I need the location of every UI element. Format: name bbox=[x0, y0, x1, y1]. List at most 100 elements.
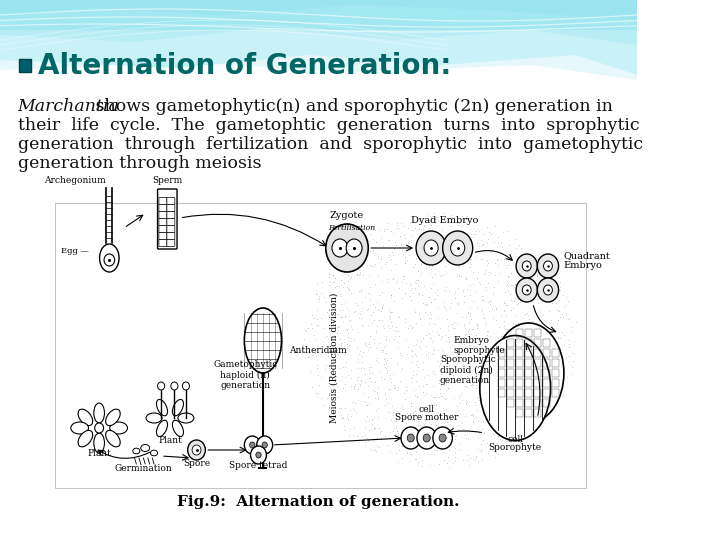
Point bbox=[351, 269, 362, 278]
Point bbox=[412, 280, 423, 289]
Point bbox=[417, 291, 428, 300]
Point bbox=[476, 455, 487, 463]
Point bbox=[510, 244, 522, 253]
Point bbox=[513, 253, 525, 261]
Point bbox=[528, 401, 539, 409]
Point bbox=[415, 272, 426, 281]
Point bbox=[522, 429, 534, 438]
Point bbox=[428, 335, 439, 344]
Point bbox=[537, 368, 549, 377]
Point bbox=[385, 291, 397, 299]
Point bbox=[557, 393, 568, 401]
Point bbox=[482, 259, 494, 267]
Point bbox=[405, 241, 417, 250]
Point bbox=[364, 344, 375, 353]
Point bbox=[464, 255, 476, 264]
FancyBboxPatch shape bbox=[55, 203, 586, 488]
Circle shape bbox=[423, 434, 431, 442]
Point bbox=[423, 232, 434, 240]
Point bbox=[342, 282, 354, 291]
Point bbox=[506, 350, 518, 359]
Point bbox=[444, 364, 456, 373]
Point bbox=[423, 215, 435, 224]
Point bbox=[525, 320, 536, 328]
Point bbox=[480, 238, 491, 246]
Point bbox=[379, 260, 391, 269]
Point bbox=[336, 376, 347, 384]
Point bbox=[521, 386, 533, 395]
Point bbox=[530, 321, 541, 329]
Point bbox=[557, 291, 569, 300]
Point bbox=[451, 318, 463, 327]
Point bbox=[444, 242, 455, 251]
Point bbox=[471, 320, 482, 329]
Point bbox=[457, 288, 469, 296]
Point bbox=[509, 434, 521, 442]
Point bbox=[361, 245, 372, 253]
Text: Antheridium: Antheridium bbox=[289, 346, 347, 355]
Circle shape bbox=[332, 239, 348, 257]
Ellipse shape bbox=[106, 430, 120, 447]
Circle shape bbox=[433, 427, 452, 449]
Point bbox=[405, 408, 416, 417]
Point bbox=[553, 306, 564, 315]
Point bbox=[365, 425, 377, 434]
Point bbox=[396, 454, 408, 462]
Point bbox=[346, 325, 358, 333]
Point bbox=[442, 441, 454, 450]
Point bbox=[452, 347, 464, 355]
Point bbox=[400, 436, 411, 444]
Point bbox=[563, 336, 575, 345]
Point bbox=[402, 323, 414, 332]
Point bbox=[492, 334, 504, 342]
Point bbox=[312, 290, 323, 299]
Point bbox=[348, 384, 360, 393]
Point bbox=[528, 307, 539, 315]
Point bbox=[454, 444, 465, 453]
Point bbox=[402, 385, 413, 394]
Point bbox=[354, 382, 365, 390]
Point bbox=[535, 280, 546, 289]
Point bbox=[516, 397, 528, 406]
Point bbox=[327, 271, 338, 280]
Point bbox=[453, 336, 464, 345]
Point bbox=[310, 389, 321, 397]
Point bbox=[326, 294, 338, 302]
Point bbox=[364, 261, 376, 269]
Point bbox=[532, 261, 544, 269]
Point bbox=[521, 261, 532, 269]
Point bbox=[392, 219, 403, 227]
Point bbox=[312, 371, 324, 380]
Point bbox=[433, 233, 444, 241]
Point bbox=[384, 384, 396, 393]
Point bbox=[500, 299, 511, 307]
Point bbox=[368, 414, 379, 422]
Point bbox=[382, 356, 393, 364]
Point bbox=[416, 455, 428, 464]
Point bbox=[501, 227, 513, 235]
Point bbox=[333, 322, 345, 330]
Point bbox=[456, 339, 467, 347]
Point bbox=[359, 438, 371, 447]
Point bbox=[490, 316, 502, 325]
Text: their  life  cycle.  The  gametophtic  generation  turns  into  sprophytic: their life cycle. The gametophtic genera… bbox=[18, 117, 639, 134]
Point bbox=[373, 383, 384, 392]
Point bbox=[323, 381, 334, 390]
Point bbox=[519, 326, 531, 335]
Point bbox=[474, 241, 485, 250]
Point bbox=[502, 325, 513, 333]
Point bbox=[478, 428, 490, 437]
Point bbox=[467, 410, 478, 418]
Point bbox=[382, 278, 393, 286]
Circle shape bbox=[416, 231, 446, 265]
Point bbox=[357, 348, 369, 356]
Point bbox=[523, 314, 534, 323]
Point bbox=[462, 212, 473, 220]
Point bbox=[305, 368, 317, 376]
FancyBboxPatch shape bbox=[167, 205, 175, 212]
Point bbox=[507, 387, 518, 395]
Point bbox=[375, 264, 387, 273]
Point bbox=[495, 364, 507, 373]
Point bbox=[424, 450, 436, 458]
Circle shape bbox=[158, 382, 165, 390]
